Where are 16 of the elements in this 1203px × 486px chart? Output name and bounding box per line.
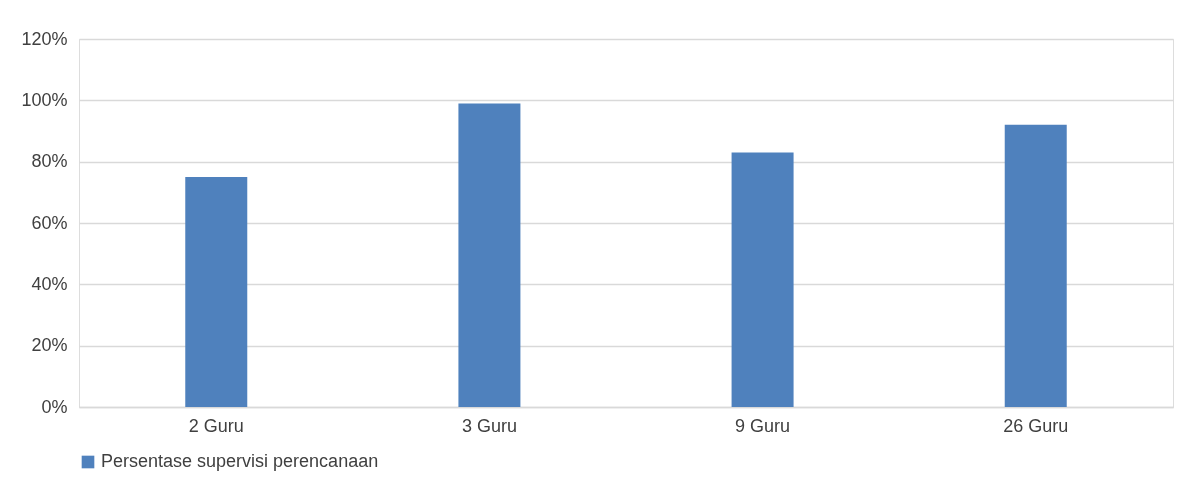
legend-label: Persentase supervisi perencanaan bbox=[101, 451, 379, 471]
y-tick-label: 120% bbox=[21, 28, 68, 49]
y-tick-label: 60% bbox=[31, 212, 68, 233]
x-tick-label: 2 Guru bbox=[188, 415, 244, 436]
y-tick-label: 100% bbox=[21, 89, 68, 110]
bar bbox=[1004, 124, 1067, 407]
bar bbox=[458, 103, 521, 407]
bar bbox=[731, 152, 794, 407]
y-tick-label: 80% bbox=[31, 151, 68, 172]
y-tick-label: 40% bbox=[31, 273, 68, 294]
x-tick-label: 9 Guru bbox=[735, 415, 791, 436]
bar bbox=[185, 177, 248, 407]
y-tick-label: 20% bbox=[31, 335, 68, 356]
y-tick-label: 0% bbox=[41, 396, 68, 417]
x-tick-label: 3 Guru bbox=[461, 415, 517, 436]
x-tick-label: 26 Guru bbox=[1003, 415, 1069, 436]
